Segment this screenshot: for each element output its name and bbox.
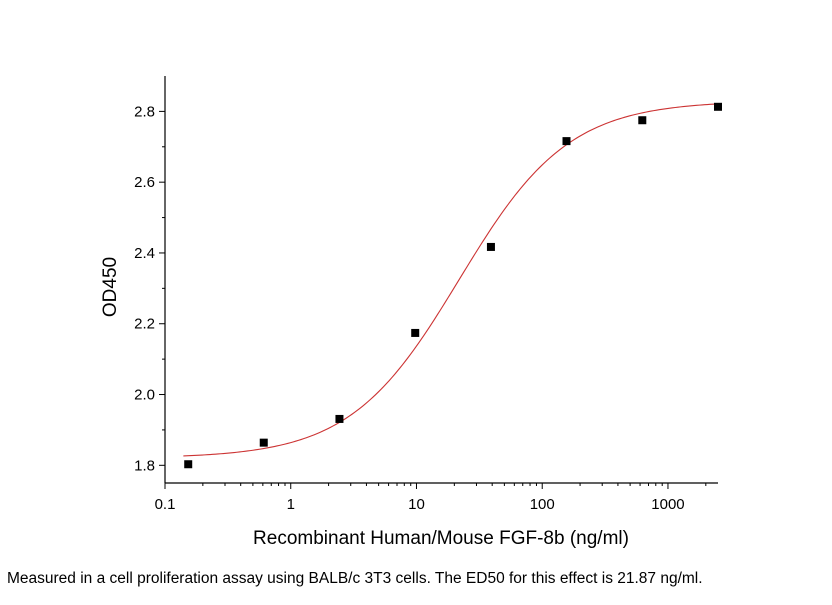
y-tick-label: 1.8: [134, 457, 155, 474]
x-tick-label: 100: [530, 496, 555, 513]
data-points: [184, 102, 722, 469]
fit-curve: [183, 103, 719, 457]
y-tick-label: 2.6: [134, 174, 155, 191]
data-point: [638, 116, 647, 125]
y-tick-label: 2.4: [134, 245, 155, 262]
y-tick-label: 2.0: [134, 387, 155, 404]
data-point: [714, 102, 722, 111]
y-ticks: 1.8 2.0 2.2 2.4 2.6 2.8: [134, 103, 165, 474]
data-point: [184, 460, 193, 469]
y-axis-title: OD450: [100, 257, 121, 317]
x-tick-label: 1: [287, 496, 295, 513]
x-tick-label: 10: [408, 496, 425, 513]
y-tick-label: 2.8: [134, 103, 155, 120]
axes: [164, 76, 718, 484]
data-point: [486, 242, 495, 251]
y-tick-label: 2.2: [134, 316, 155, 333]
chart: 1.8 2.0 2.2 2.4 2.6 2.8 0.1 1 10 100 1000 OD450 R…: [100, 76, 722, 549]
x-tick-label: 0.1: [155, 496, 176, 513]
figure-caption: Measured in a cell proliferation assay u…: [7, 570, 703, 587]
x-ticks: 0.1 1 10 100 1000: [155, 483, 707, 513]
data-point: [335, 414, 344, 423]
data-point: [259, 438, 268, 447]
x-axis-title: Recombinant Human/Mouse FGF-8b (ng/ml): [253, 528, 629, 549]
x-tick-label: 1000: [651, 496, 684, 513]
data-point: [411, 328, 420, 337]
data-point: [562, 137, 571, 146]
